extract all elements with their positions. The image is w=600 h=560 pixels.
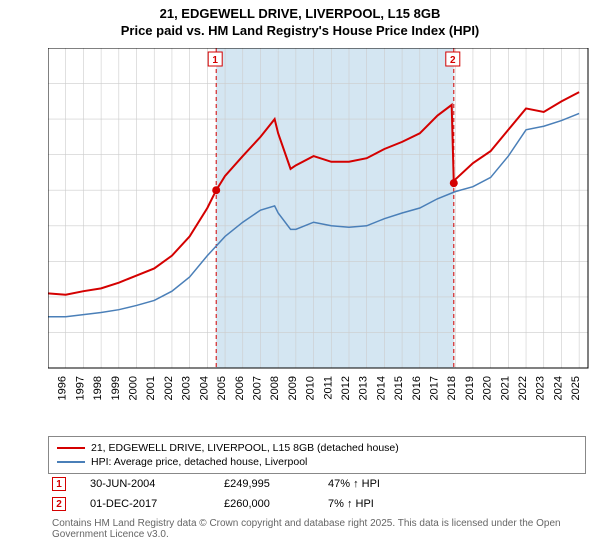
sale-price: £260,000: [224, 498, 304, 510]
line-chart: £0£50K£100K£150K£200K£250K£300K£350K£400…: [48, 48, 590, 428]
svg-text:2002: 2002: [163, 376, 175, 400]
sales-table: 1 30-JUN-2004 £249,995 47% ↑ HPI 2 01-DE…: [48, 474, 586, 514]
svg-text:2017: 2017: [429, 376, 441, 400]
svg-text:2004: 2004: [198, 376, 210, 400]
sale-hpi: 47% ↑ HPI: [328, 478, 408, 490]
svg-text:2: 2: [450, 55, 456, 66]
svg-text:2009: 2009: [287, 376, 299, 400]
sale-date: 30-JUN-2004: [90, 478, 200, 490]
svg-text:2005: 2005: [216, 376, 228, 400]
legend-swatch-1: [57, 447, 85, 449]
svg-text:2013: 2013: [358, 376, 370, 400]
svg-text:1996: 1996: [57, 376, 69, 400]
legend-row: 21, EDGEWELL DRIVE, LIVERPOOL, L15 8GB (…: [57, 441, 577, 455]
svg-text:2019: 2019: [464, 376, 476, 400]
svg-text:2014: 2014: [375, 376, 387, 400]
svg-text:2001: 2001: [145, 376, 157, 400]
svg-text:1: 1: [212, 55, 218, 66]
legend-swatch-2: [57, 461, 85, 463]
legend-row: HPI: Average price, detached house, Live…: [57, 455, 577, 469]
svg-text:2012: 2012: [340, 376, 352, 400]
svg-text:2006: 2006: [234, 376, 246, 400]
svg-text:2016: 2016: [411, 376, 423, 400]
svg-text:1998: 1998: [92, 376, 104, 400]
footer-note: Contains HM Land Registry data © Crown c…: [48, 514, 586, 540]
chart-area: £0£50K£100K£150K£200K£250K£300K£350K£400…: [48, 48, 590, 398]
svg-text:1999: 1999: [110, 376, 122, 400]
legend-box: 21, EDGEWELL DRIVE, LIVERPOOL, L15 8GB (…: [48, 436, 586, 540]
sale-date: 01-DEC-2017: [90, 498, 200, 510]
legend-label-2: HPI: Average price, detached house, Live…: [91, 456, 307, 468]
svg-text:2025: 2025: [570, 376, 582, 400]
svg-text:2007: 2007: [251, 376, 263, 400]
svg-text:2020: 2020: [482, 376, 494, 400]
legend-label-1: 21, EDGEWELL DRIVE, LIVERPOOL, L15 8GB (…: [91, 442, 399, 454]
sale-marker-icon: 1: [52, 477, 66, 491]
svg-text:2024: 2024: [552, 376, 564, 400]
svg-text:2023: 2023: [535, 376, 547, 400]
svg-text:2010: 2010: [305, 376, 317, 400]
svg-text:1995: 1995: [48, 376, 51, 400]
sale-marker-icon: 2: [52, 497, 66, 511]
svg-text:1997: 1997: [74, 376, 86, 400]
svg-text:2003: 2003: [181, 376, 193, 400]
svg-text:2008: 2008: [269, 376, 281, 400]
svg-text:2000: 2000: [128, 376, 140, 400]
chart-title: 21, EDGEWELL DRIVE, LIVERPOOL, L15 8GB: [0, 6, 600, 21]
svg-text:2022: 2022: [517, 376, 529, 400]
svg-text:2011: 2011: [322, 376, 334, 400]
legend: 21, EDGEWELL DRIVE, LIVERPOOL, L15 8GB (…: [48, 436, 586, 474]
title-block: 21, EDGEWELL DRIVE, LIVERPOOL, L15 8GB P…: [0, 0, 600, 38]
chart-subtitle: Price paid vs. HM Land Registry's House …: [0, 23, 600, 38]
sale-row: 1 30-JUN-2004 £249,995 47% ↑ HPI: [48, 474, 586, 494]
sale-price: £249,995: [224, 478, 304, 490]
sale-row: 2 01-DEC-2017 £260,000 7% ↑ HPI: [48, 494, 586, 514]
sale-hpi: 7% ↑ HPI: [328, 498, 408, 510]
svg-text:2018: 2018: [446, 376, 458, 400]
svg-text:2015: 2015: [393, 376, 405, 400]
svg-text:2021: 2021: [499, 376, 511, 400]
